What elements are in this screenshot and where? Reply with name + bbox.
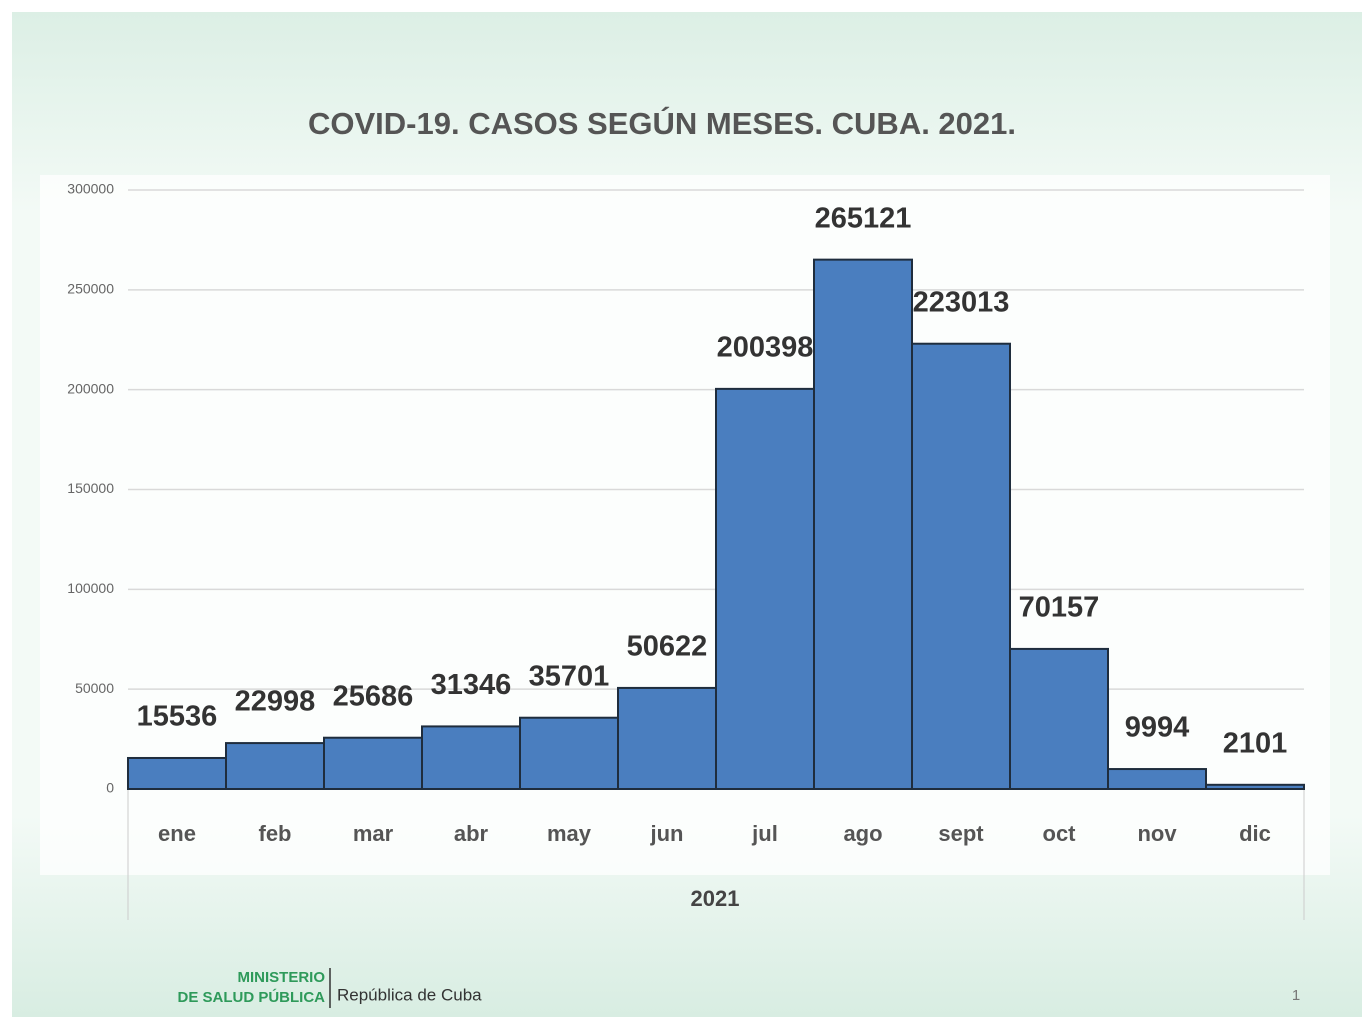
bar <box>127 756 227 791</box>
value-label: 35701 <box>529 660 610 692</box>
x-tick-label: ene <box>158 821 196 846</box>
x-tick-label: may <box>547 821 592 846</box>
y-tick-label: 50000 <box>75 680 114 696</box>
bar <box>1009 647 1109 790</box>
x-tick-label: oct <box>1043 821 1077 846</box>
bar <box>225 742 325 791</box>
value-label: 265121 <box>815 202 912 234</box>
value-label: 223013 <box>913 286 1010 318</box>
y-tick-label: 100000 <box>67 580 114 596</box>
bar <box>1107 768 1207 790</box>
y-tick-label: 200000 <box>67 380 114 396</box>
x-tick-label: nov <box>1137 821 1177 846</box>
value-label: 22998 <box>235 686 316 718</box>
x-tick-label: mar <box>353 821 394 846</box>
bar <box>911 342 1011 790</box>
value-label: 9994 <box>1125 712 1190 744</box>
value-label: 70157 <box>1019 592 1100 624</box>
chart-title: COVID-19. CASOS SEGÚN MESES. CUBA. 2021. <box>308 105 1016 141</box>
ministry-line2: DE SALUD PÚBLICA <box>177 988 325 1006</box>
y-tick-label: 300000 <box>67 181 114 197</box>
x-group-label: 2021 <box>691 886 740 911</box>
y-tick-label: 150000 <box>67 480 114 496</box>
x-tick-label: jul <box>751 821 778 846</box>
bar <box>715 387 815 790</box>
page-number: 1 <box>1292 987 1300 1004</box>
value-label: 31346 <box>431 669 512 701</box>
y-tick-label: 250000 <box>67 281 114 297</box>
bar <box>519 716 619 790</box>
bar <box>813 258 913 790</box>
y-tick-label: 0 <box>106 780 114 796</box>
value-label: 15536 <box>137 701 218 733</box>
country-label: República de Cuba <box>337 985 482 1004</box>
value-label: 200398 <box>717 332 814 364</box>
x-tick-label: dic <box>1239 821 1271 846</box>
x-tick-label: feb <box>259 821 292 846</box>
x-tick-label: abr <box>454 821 489 846</box>
x-tick-label: sept <box>938 821 984 846</box>
ministry-line1: MINISTERIO <box>237 969 325 986</box>
x-tick-label: ago <box>843 821 882 846</box>
value-label: 2101 <box>1223 727 1288 759</box>
bar <box>617 686 717 790</box>
x-tick-label: jun <box>650 821 684 846</box>
bar <box>421 725 521 790</box>
value-label: 50622 <box>627 631 708 663</box>
bar <box>323 736 423 791</box>
value-label: 25686 <box>333 680 414 712</box>
bar <box>1205 783 1305 790</box>
